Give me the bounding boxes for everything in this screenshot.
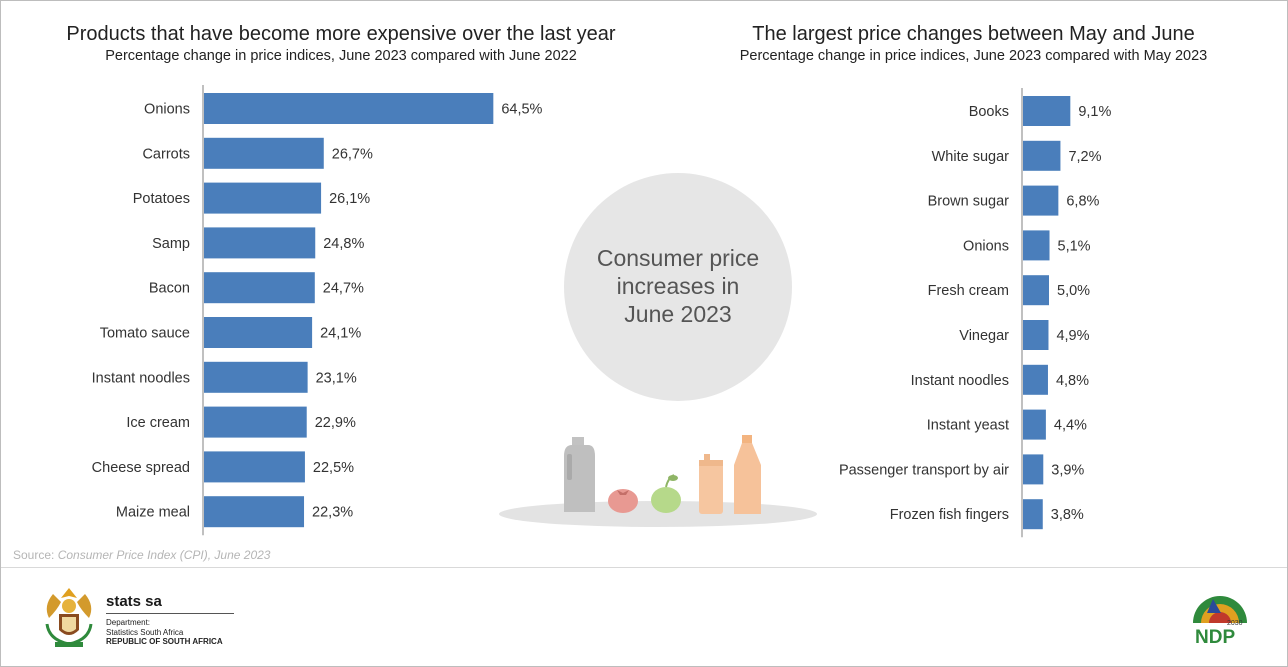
milk-bottle-icon	[564, 437, 595, 512]
category-label: Bacon	[149, 281, 190, 297]
category-label: Samp	[152, 236, 190, 252]
category-label: Instant noodles	[911, 373, 1009, 389]
apple-icon	[651, 474, 681, 513]
bar	[1023, 454, 1044, 485]
coat-of-arms-logo	[45, 588, 93, 647]
ndp-year: 2030	[1227, 620, 1243, 627]
category-label: Books	[969, 104, 1009, 120]
footer-divider	[1, 567, 1287, 568]
center-text-line-3: June 2023	[624, 301, 732, 327]
value-label: 7,2%	[1068, 149, 1101, 165]
value-label: 4,8%	[1056, 373, 1089, 389]
value-label: 3,8%	[1051, 507, 1084, 523]
value-label: 26,1%	[329, 191, 370, 207]
value-label: 6,8%	[1066, 194, 1099, 210]
value-label: 22,5%	[313, 460, 354, 476]
category-label: Ice cream	[126, 415, 190, 431]
bar	[204, 406, 307, 438]
center-circle-text: Consumer price increases in June 2023	[564, 244, 792, 328]
category-label: Potatoes	[133, 191, 190, 207]
left-chart-title: Products that have become more expensive…	[66, 23, 616, 45]
bar	[204, 317, 313, 348]
bar	[1023, 409, 1046, 440]
logo-rule	[106, 613, 234, 614]
category-label: Carrots	[142, 146, 190, 162]
value-label: 24,1%	[320, 326, 361, 342]
bar	[204, 361, 308, 393]
tomato-icon	[608, 489, 638, 513]
right-chart-title: The largest price changes between May an…	[752, 23, 1195, 45]
bar	[1023, 275, 1049, 306]
category-label: Cheese spread	[92, 460, 190, 476]
source-prefix: Source:	[13, 548, 58, 562]
value-label: 3,9%	[1051, 462, 1084, 478]
value-label: 4,9%	[1056, 328, 1089, 344]
category-label: Vinegar	[959, 328, 1009, 344]
value-label: 9,1%	[1078, 104, 1111, 120]
value-label: 5,0%	[1057, 283, 1090, 299]
bar	[204, 496, 305, 528]
category-label: Maize meal	[116, 505, 190, 521]
value-label: 23,1%	[316, 370, 357, 386]
bar	[1023, 364, 1048, 395]
bar	[1023, 96, 1071, 126]
bar	[204, 93, 494, 124]
center-text-line-2: increases in	[616, 273, 740, 299]
bar	[1023, 499, 1043, 530]
bar	[204, 137, 324, 169]
category-label: Fresh cream	[928, 283, 1009, 299]
bar	[204, 272, 315, 304]
value-label: 24,8%	[323, 236, 364, 252]
value-label: 26,7%	[332, 146, 373, 162]
source-note: Source: Consumer Price Index (CPI), June…	[13, 548, 270, 562]
bar	[204, 182, 322, 214]
category-label: Tomato sauce	[100, 326, 190, 342]
right-bar-chart: Books 9,1% White sugar 7,2% Brown sugar 6,8% O…	[839, 88, 1111, 538]
value-label: 5,1%	[1058, 238, 1091, 254]
juice-bottle-icon	[734, 435, 761, 514]
logo-line-2: Statistics South Africa	[106, 627, 184, 637]
category-label: Instant yeast	[927, 418, 1009, 434]
center-circle	[564, 173, 792, 401]
bar	[1023, 185, 1059, 216]
ndp-label: NDP	[1195, 627, 1235, 648]
bar	[1023, 320, 1049, 350]
value-label: 22,9%	[315, 415, 356, 431]
ndp-2030-logo: 2030 NDP	[1193, 596, 1247, 648]
center-text-line-1: Consumer price	[596, 245, 760, 271]
category-label: Instant noodles	[92, 370, 190, 386]
left-chart-subtitle: Percentage change in price indices, June…	[105, 48, 577, 64]
category-label: White sugar	[932, 149, 1010, 165]
bar	[1023, 230, 1050, 261]
left-bar-chart: Onions 64,5% Carrots 26,7% Potatoes 26,1% Samp…	[92, 85, 543, 536]
value-label: 24,7%	[323, 281, 364, 297]
right-chart-subtitle: Percentage change in price indices, June…	[739, 48, 1208, 64]
logo-line-1: Department:	[106, 618, 151, 627]
category-label: Onions	[144, 102, 190, 118]
bar	[204, 451, 305, 483]
can-icon	[699, 454, 723, 514]
statssa-logo: stats sa Department: Statistics South Af…	[106, 593, 234, 647]
category-label: Onions	[963, 238, 1009, 254]
bar	[1023, 140, 1061, 171]
center-illustration	[499, 173, 817, 527]
value-label: 64,5%	[501, 102, 542, 118]
bar	[204, 227, 316, 259]
category-label: Frozen fish fingers	[890, 507, 1009, 523]
value-label: 22,3%	[312, 505, 353, 521]
category-label: Brown sugar	[928, 194, 1010, 210]
statssa-name: stats sa	[106, 593, 162, 610]
source-text: Consumer Price Index (CPI), June 2023	[57, 548, 271, 562]
category-label: Passenger transport by air	[839, 462, 1009, 478]
value-label: 4,4%	[1054, 418, 1087, 434]
logo-line-3: REPUBLIC OF SOUTH AFRICA	[106, 637, 223, 646]
